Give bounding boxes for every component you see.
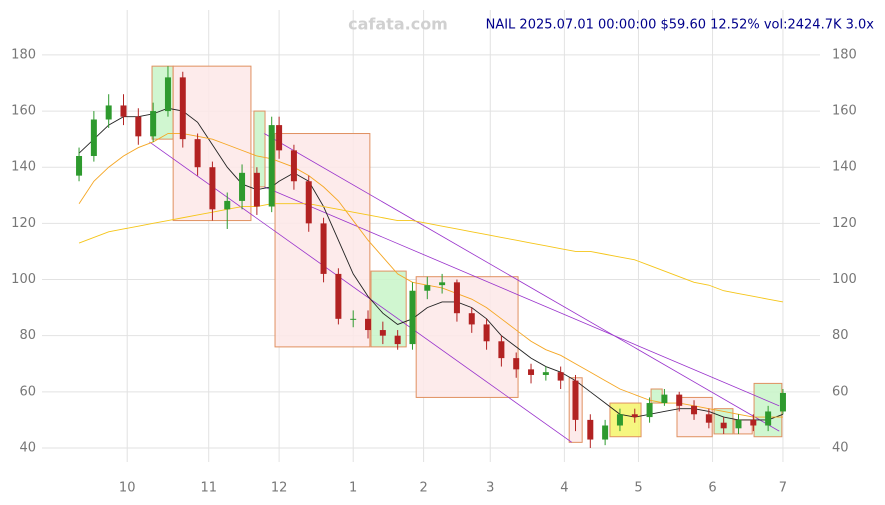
y-tick-label: 160 (11, 104, 36, 119)
candle-body (135, 116, 142, 137)
x-tick-label: 10 (119, 481, 136, 496)
candle-body (90, 119, 97, 156)
candle-body (424, 285, 431, 291)
candle-body (646, 403, 653, 418)
candle-body (616, 414, 623, 426)
candle-body (439, 282, 446, 286)
y-tick-label-right: 80 (832, 328, 849, 343)
y-tick-label: 120 (11, 216, 36, 231)
candle-body (253, 172, 260, 207)
x-tick-label: 5 (634, 481, 642, 496)
candle-body (224, 200, 231, 210)
trend-line (264, 186, 780, 407)
candle-body (602, 425, 609, 440)
candle-body (468, 313, 475, 325)
candle-body (290, 150, 297, 182)
y-tick-label-right: 140 (832, 160, 857, 175)
x-tick-label: 6 (708, 481, 716, 496)
x-tick-label: 3 (486, 481, 494, 496)
candle-body (105, 105, 112, 120)
candle-body (735, 419, 742, 429)
candle-body (305, 181, 312, 224)
candle-body (705, 414, 712, 423)
candle-body (498, 341, 505, 359)
y-tick-label: 40 (19, 440, 36, 455)
y-tick-label: 80 (19, 328, 36, 343)
candle-body (587, 419, 594, 440)
candle-body (765, 411, 772, 426)
y-tick-label-right: 180 (832, 47, 857, 62)
candle-body (379, 330, 386, 336)
watermark: cafata.com (348, 15, 448, 34)
candle-body (691, 405, 698, 415)
x-tick-label: 2 (419, 481, 427, 496)
candle-body (453, 282, 460, 314)
candle-body (350, 318, 357, 320)
candle-body (239, 172, 246, 201)
candle-body (179, 77, 186, 140)
candle-body (528, 369, 535, 375)
trend-line (149, 141, 573, 443)
candle-body (720, 422, 727, 429)
trend-line (264, 133, 780, 432)
candle-body (572, 380, 579, 420)
candle-body (661, 394, 668, 404)
candle-body (394, 335, 401, 345)
x-tick-label: 11 (200, 481, 217, 496)
y-tick-label: 60 (19, 384, 36, 399)
x-tick-label: 1 (349, 481, 357, 496)
candle-body (335, 273, 342, 319)
candle-body (542, 372, 549, 375)
candle-body (276, 125, 283, 151)
candle-body (164, 77, 171, 112)
x-tick-label: 7 (779, 481, 787, 496)
candle-body (365, 318, 372, 331)
y-tick-label: 140 (11, 160, 36, 175)
x-tick-label: 12 (271, 481, 288, 496)
candle-body (409, 290, 416, 345)
y-tick-label-right: 40 (832, 440, 849, 455)
candle-body (513, 358, 520, 370)
y-tick-label-right: 120 (832, 216, 857, 231)
y-tick-label: 180 (11, 47, 36, 62)
candle-body (750, 419, 757, 426)
y-tick-label-right: 60 (832, 384, 849, 399)
y-tick-label-right: 160 (832, 104, 857, 119)
candle-body (483, 324, 490, 342)
moving-average (78, 203, 784, 303)
candle-body (268, 125, 275, 207)
candle-body (676, 394, 683, 406)
y-tick-label-right: 100 (832, 272, 857, 287)
candle-body (120, 105, 127, 117)
x-tick-label: 4 (560, 481, 568, 496)
candle-body (631, 414, 638, 418)
chart-title: NAIL 2025.07.01 00:00:00 $59.60 12.52% v… (486, 18, 875, 33)
candle-body (779, 392, 786, 412)
range-box (609, 402, 642, 438)
candle-body (209, 167, 216, 210)
candle-body (76, 155, 83, 176)
candle-body (150, 111, 157, 137)
range-box (370, 270, 407, 348)
y-tick-label: 100 (11, 272, 36, 287)
moving-average (78, 107, 784, 421)
candle-body (194, 139, 201, 168)
candle-body (320, 223, 327, 274)
candle-body (557, 372, 564, 381)
